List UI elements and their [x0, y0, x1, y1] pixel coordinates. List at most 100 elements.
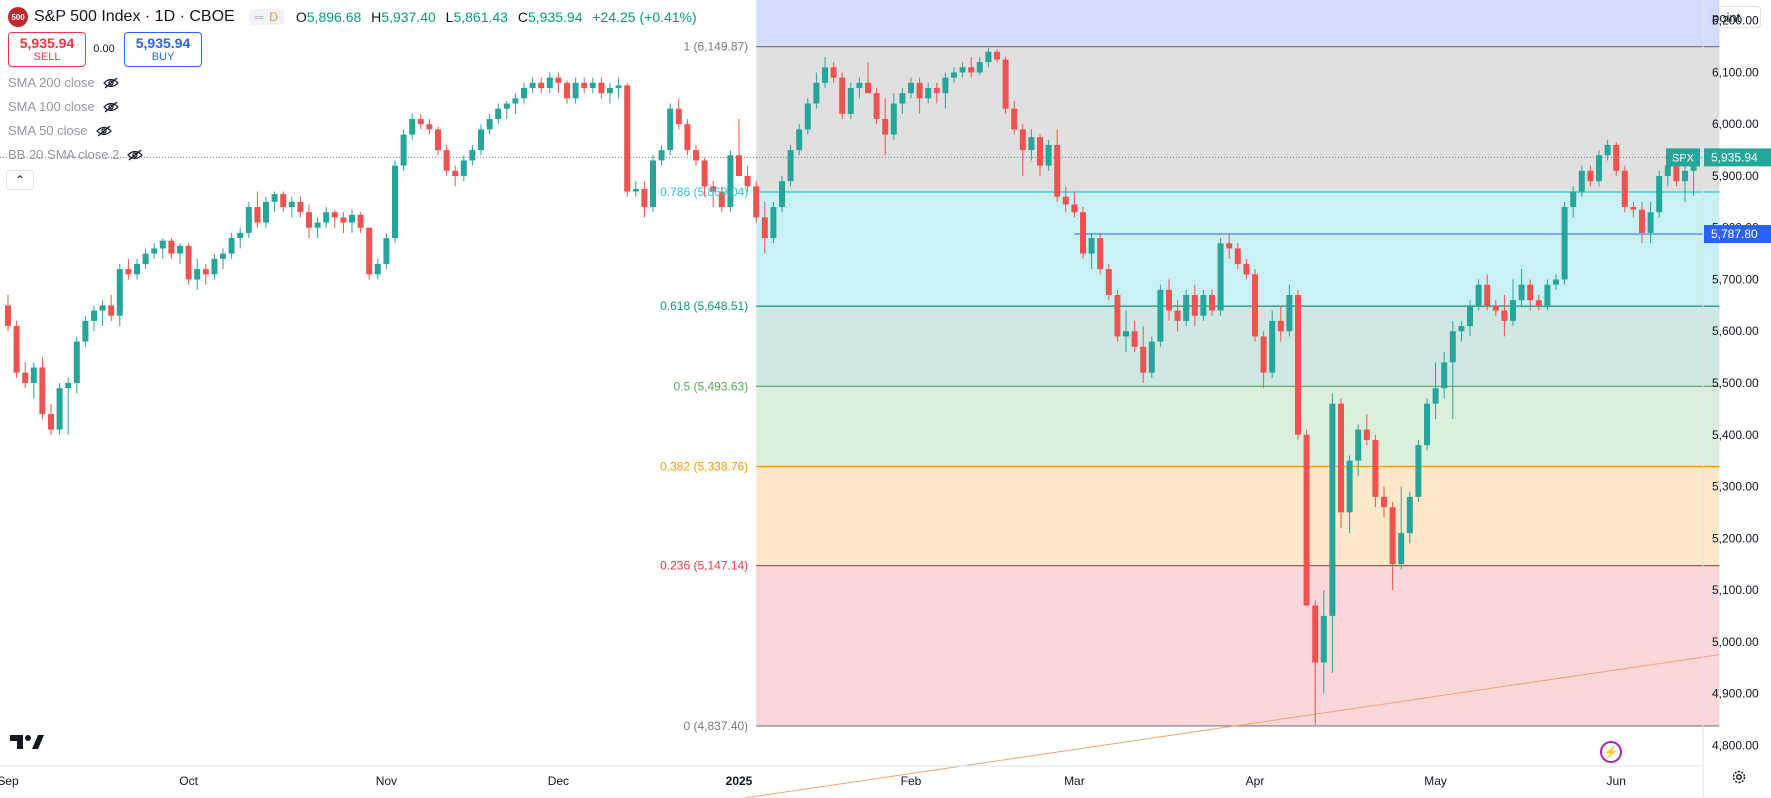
candle-body [314, 222, 321, 228]
fib-retracement-labels: 1 (6,149.87) 0.786 (5,869.04) 0.618 (5,648… [660, 40, 748, 733]
eye-hidden-icon[interactable] [127, 149, 144, 161]
market-status-letter: D [269, 10, 278, 24]
candle-body [1217, 243, 1224, 311]
candle-body [1510, 300, 1516, 321]
fib-level-label: 0.5 (5,493.63) [673, 379, 748, 393]
candle-body [125, 269, 132, 275]
candle-body [959, 67, 966, 73]
candle-body [1157, 289, 1164, 342]
time-axis[interactable]: Sep Oct Nov Dec 2025 Feb Mar Apr May Jun [0, 774, 1626, 788]
price-axis-unit[interactable]: point [1705, 6, 1761, 28]
candle-body [323, 212, 330, 223]
candle-body [727, 155, 734, 208]
candle-body [142, 253, 149, 264]
candle-body [1398, 533, 1405, 565]
candle-body [1389, 507, 1396, 565]
high-label: H [371, 9, 382, 25]
lightning-icon[interactable]: ⚡ [1600, 741, 1622, 763]
sell-button[interactable]: 5,935.94 SELL [8, 32, 86, 67]
candle-body [1080, 212, 1086, 254]
time-tick-label: Jun [1607, 774, 1626, 788]
candle-body [538, 82, 545, 88]
price-tick-label: 5,700.00 [1712, 272, 1759, 286]
candle-body [271, 194, 278, 202]
candle-body [159, 240, 166, 249]
indicator-label: BB 20 SMA close 2 [8, 147, 120, 162]
candle-body [796, 129, 803, 151]
candle-body [718, 191, 725, 208]
candle-body [211, 258, 218, 275]
trend-line[interactable] [610, 654, 1720, 798]
candle-body [503, 103, 510, 109]
tradingview-logo-icon[interactable] [10, 733, 44, 751]
candle-body [830, 67, 837, 78]
candle-body [374, 263, 381, 275]
candle-body [1673, 165, 1680, 182]
market-status-badge[interactable]: ═ D [248, 9, 284, 25]
eye-hidden-icon[interactable] [102, 77, 119, 89]
open-label: O [295, 9, 307, 25]
indicator-sma100[interactable]: SMA 100 close [8, 99, 119, 114]
time-tick-label: Mar [1064, 774, 1085, 788]
candle-body [693, 150, 699, 161]
candle-body [684, 124, 691, 151]
candle-body [245, 207, 252, 233]
candle-body [1209, 295, 1215, 311]
candle-body [942, 77, 949, 94]
chevron-up-icon: ⌃ [14, 173, 26, 187]
price-tick-label: 5,900.00 [1712, 169, 1759, 183]
candle-body [1045, 144, 1052, 166]
candle-body [976, 62, 983, 73]
eye-hidden-icon[interactable] [95, 125, 112, 137]
candle-body [1252, 274, 1258, 337]
candle-body [1346, 460, 1353, 513]
candle-body [409, 119, 416, 135]
symbol-tag: SPX [1672, 152, 1695, 164]
indicator-sma50[interactable]: SMA 50 close [8, 123, 112, 138]
collapse-legend-button[interactable]: ⌃ [6, 170, 34, 190]
candle-body [1312, 605, 1319, 663]
price-axis[interactable]: 6,200.006,100.006,000.005,900.005,800.00… [1712, 14, 1759, 753]
candle-body [787, 150, 794, 182]
candle-body [452, 170, 459, 176]
candle-body [478, 129, 484, 151]
fib-band [756, 386, 1720, 467]
spread-value: 0.00 [93, 43, 115, 55]
candle-body [48, 414, 54, 430]
candle-body [56, 388, 63, 430]
fib-level-label: 0.236 (5,147.14) [660, 559, 748, 573]
fib-band [756, 565, 1720, 726]
eye-hidden-icon[interactable] [102, 101, 119, 113]
candle-body [804, 103, 811, 130]
sell-price: 5,935.94 [19, 35, 75, 51]
candle-body [581, 82, 588, 88]
candle-body [194, 269, 201, 280]
price-tick-label: 4,800.00 [1712, 738, 1759, 752]
candle-body [529, 82, 536, 88]
candle-body [1596, 155, 1602, 182]
candle-body [667, 108, 674, 151]
buy-button[interactable]: 5,935.94 BUY [124, 32, 202, 67]
candle-body [1277, 320, 1284, 332]
indicator-sma200[interactable]: SMA 200 close [8, 75, 119, 90]
candle-body [873, 93, 880, 120]
candle-body [1183, 295, 1190, 321]
candle-body [847, 87, 854, 114]
candle-body [469, 150, 476, 161]
gear-icon[interactable] [1731, 769, 1747, 785]
candle-body [1682, 170, 1688, 182]
candle-body [1630, 207, 1637, 210]
hline-price-tag-bg [1704, 225, 1771, 244]
candle-body [443, 150, 450, 171]
indicator-bb20[interactable]: BB 20 SMA close 2 [8, 147, 144, 162]
candle-body [624, 85, 631, 192]
fib-level-label: 1 (6,149.87) [683, 40, 748, 54]
candle-body [1544, 284, 1551, 306]
fib-retracement-bands [756, 0, 1720, 726]
candle-body [1458, 326, 1465, 332]
candle-body [1656, 175, 1663, 213]
candle-body [1664, 165, 1671, 176]
symbol-title[interactable]: S&P 500 Index · 1D · CBOE [34, 8, 235, 25]
candle-body [1028, 137, 1035, 151]
